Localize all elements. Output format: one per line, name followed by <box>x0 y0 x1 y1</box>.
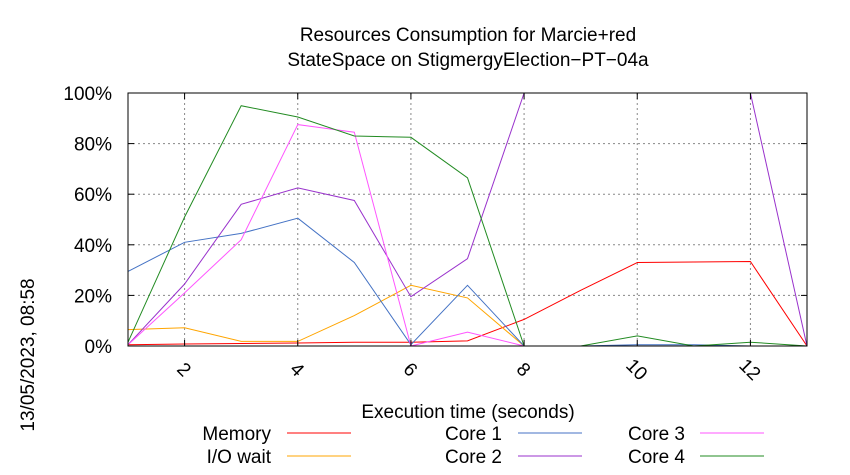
series-line-memory <box>127 260 808 347</box>
y-tick-label: 40% <box>74 236 112 257</box>
y-tick-label: 80% <box>74 135 112 156</box>
chart-title-line-1: Resources Consumption for Marcie+red <box>300 25 636 46</box>
axis-ticks: 0% 20% 40% 60% 80% 100% 2 4 6 8 10 12 <box>63 84 807 385</box>
legend-label-i-o-wait: I/O wait <box>207 447 272 468</box>
legend-label-core-2: Core 2 <box>445 447 502 468</box>
series-lines <box>127 92 808 347</box>
x-tick-label: 4 <box>286 359 309 382</box>
series-line-i-o-wait <box>127 284 807 347</box>
y-tick-label: 60% <box>74 185 112 206</box>
plot-frame <box>127 92 808 347</box>
series-line-core-2 <box>127 92 808 347</box>
y-tick-label: 0% <box>85 337 113 358</box>
x-tick-label: 6 <box>399 359 421 381</box>
legend-label-core-4: Core 4 <box>628 447 685 468</box>
legend-label-core-1: Core 1 <box>445 424 502 445</box>
y-tick-label: 20% <box>74 286 112 307</box>
legend-label-memory: Memory <box>202 424 271 445</box>
x-tick-label: 10 <box>621 355 651 385</box>
y-tick-label: 100% <box>63 84 112 105</box>
series-line-core-1 <box>127 217 807 347</box>
x-tick-label: 2 <box>172 359 194 381</box>
x-axis-label: Execution time (seconds) <box>361 402 574 423</box>
grid <box>128 93 807 346</box>
series-line-core-4 <box>127 105 808 347</box>
timestamp-label: 13/05/2023, 08:58 <box>18 278 39 431</box>
x-tick-label: 12 <box>734 355 764 385</box>
chart-title-line-2: StateSpace on StigmergyElection−PT−04a <box>287 50 649 71</box>
x-tick-label: 8 <box>512 359 534 381</box>
legend-label-core-3: Core 3 <box>628 424 685 445</box>
